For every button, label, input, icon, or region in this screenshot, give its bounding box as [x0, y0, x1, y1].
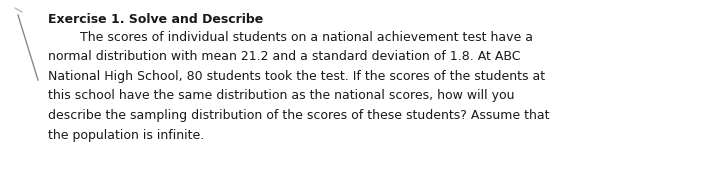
Text: National High School, 80 students took the test. If the scores of the students a: National High School, 80 students took t…	[48, 70, 545, 83]
Text: this school have the same distribution as the national scores, how will you: this school have the same distribution a…	[48, 89, 515, 103]
Text: normal distribution with mean 21.2 and a standard deviation of 1.8. At ABC: normal distribution with mean 21.2 and a…	[48, 50, 521, 64]
Text: The scores of individual students on a national achievement test have a: The scores of individual students on a n…	[48, 31, 533, 44]
Text: describe the sampling distribution of the scores of these students? Assume that: describe the sampling distribution of th…	[48, 109, 549, 122]
Text: the population is infinite.: the population is infinite.	[48, 129, 204, 141]
Text: Exercise 1. Solve and Describe: Exercise 1. Solve and Describe	[48, 13, 264, 26]
